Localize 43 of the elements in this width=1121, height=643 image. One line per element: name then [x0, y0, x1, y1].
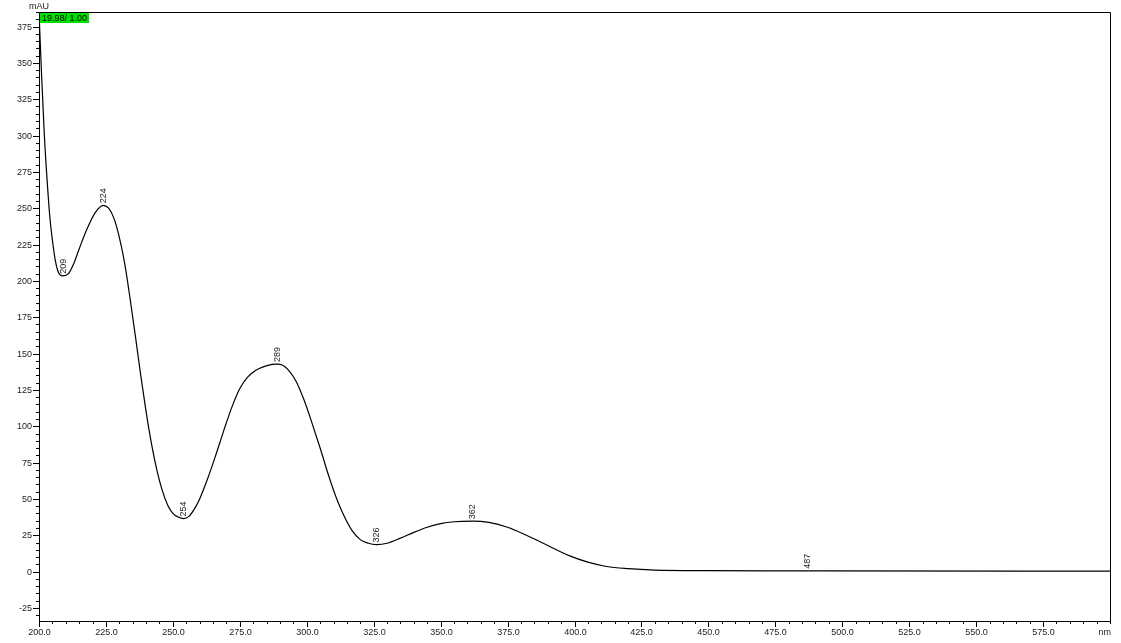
y-tick-label: 150	[16, 348, 32, 359]
y-tick-label: 350	[16, 57, 32, 68]
x-axis-title: nm	[1098, 626, 1111, 637]
x-tick-label: 225.0	[95, 626, 118, 637]
y-tick-label: 125	[16, 384, 32, 395]
annotation: 326	[370, 527, 381, 543]
y-tick-label: 275	[16, 166, 32, 177]
x-tick-label: 275.0	[229, 626, 252, 637]
x-tick-label: 200.0	[28, 626, 51, 637]
y-tick-label: 325	[16, 93, 32, 104]
y-tick-label: 375	[16, 21, 32, 32]
x-tick-label: 575.0	[1032, 626, 1055, 637]
x-tick-label: 400.0	[564, 626, 587, 637]
annotation: 487	[801, 553, 812, 569]
annotation: 209	[57, 258, 68, 274]
x-tick-label: 375.0	[497, 626, 520, 637]
annotation: 224	[97, 188, 108, 204]
x-tick-label: 250.0	[162, 626, 185, 637]
y-tick-label: -25	[18, 602, 32, 613]
x-tick-label: 425.0	[630, 626, 653, 637]
y-tick-label: 100	[16, 420, 32, 431]
x-tick-label: 550.0	[965, 626, 988, 637]
y-tick-label: 300	[16, 130, 32, 141]
annotation: 289	[271, 347, 282, 363]
x-tick-label: 300.0	[296, 626, 319, 637]
x-tick-label: 350.0	[430, 626, 453, 637]
x-tick-label: 475.0	[764, 626, 787, 637]
x-tick-label: 450.0	[697, 626, 720, 637]
y-tick-label: 50	[21, 493, 32, 504]
y-tick-label: 0	[26, 566, 32, 577]
y-tick-label: 225	[16, 239, 32, 250]
annotation: 362	[467, 504, 478, 520]
y-tick-label: 200	[16, 275, 32, 286]
x-tick-label: 325.0	[363, 626, 386, 637]
y-axis-title: mAU	[29, 0, 49, 11]
y-tick-label: 250	[16, 202, 32, 213]
y-tick-label: 175	[16, 311, 32, 322]
x-tick-label: 525.0	[898, 626, 921, 637]
annotation: 254	[178, 501, 189, 517]
y-tick-label: 75	[21, 457, 32, 468]
annotation: 19.98/ 1.00	[42, 12, 88, 23]
x-tick-label: 500.0	[831, 626, 854, 637]
y-tick-label: 25	[21, 529, 32, 540]
